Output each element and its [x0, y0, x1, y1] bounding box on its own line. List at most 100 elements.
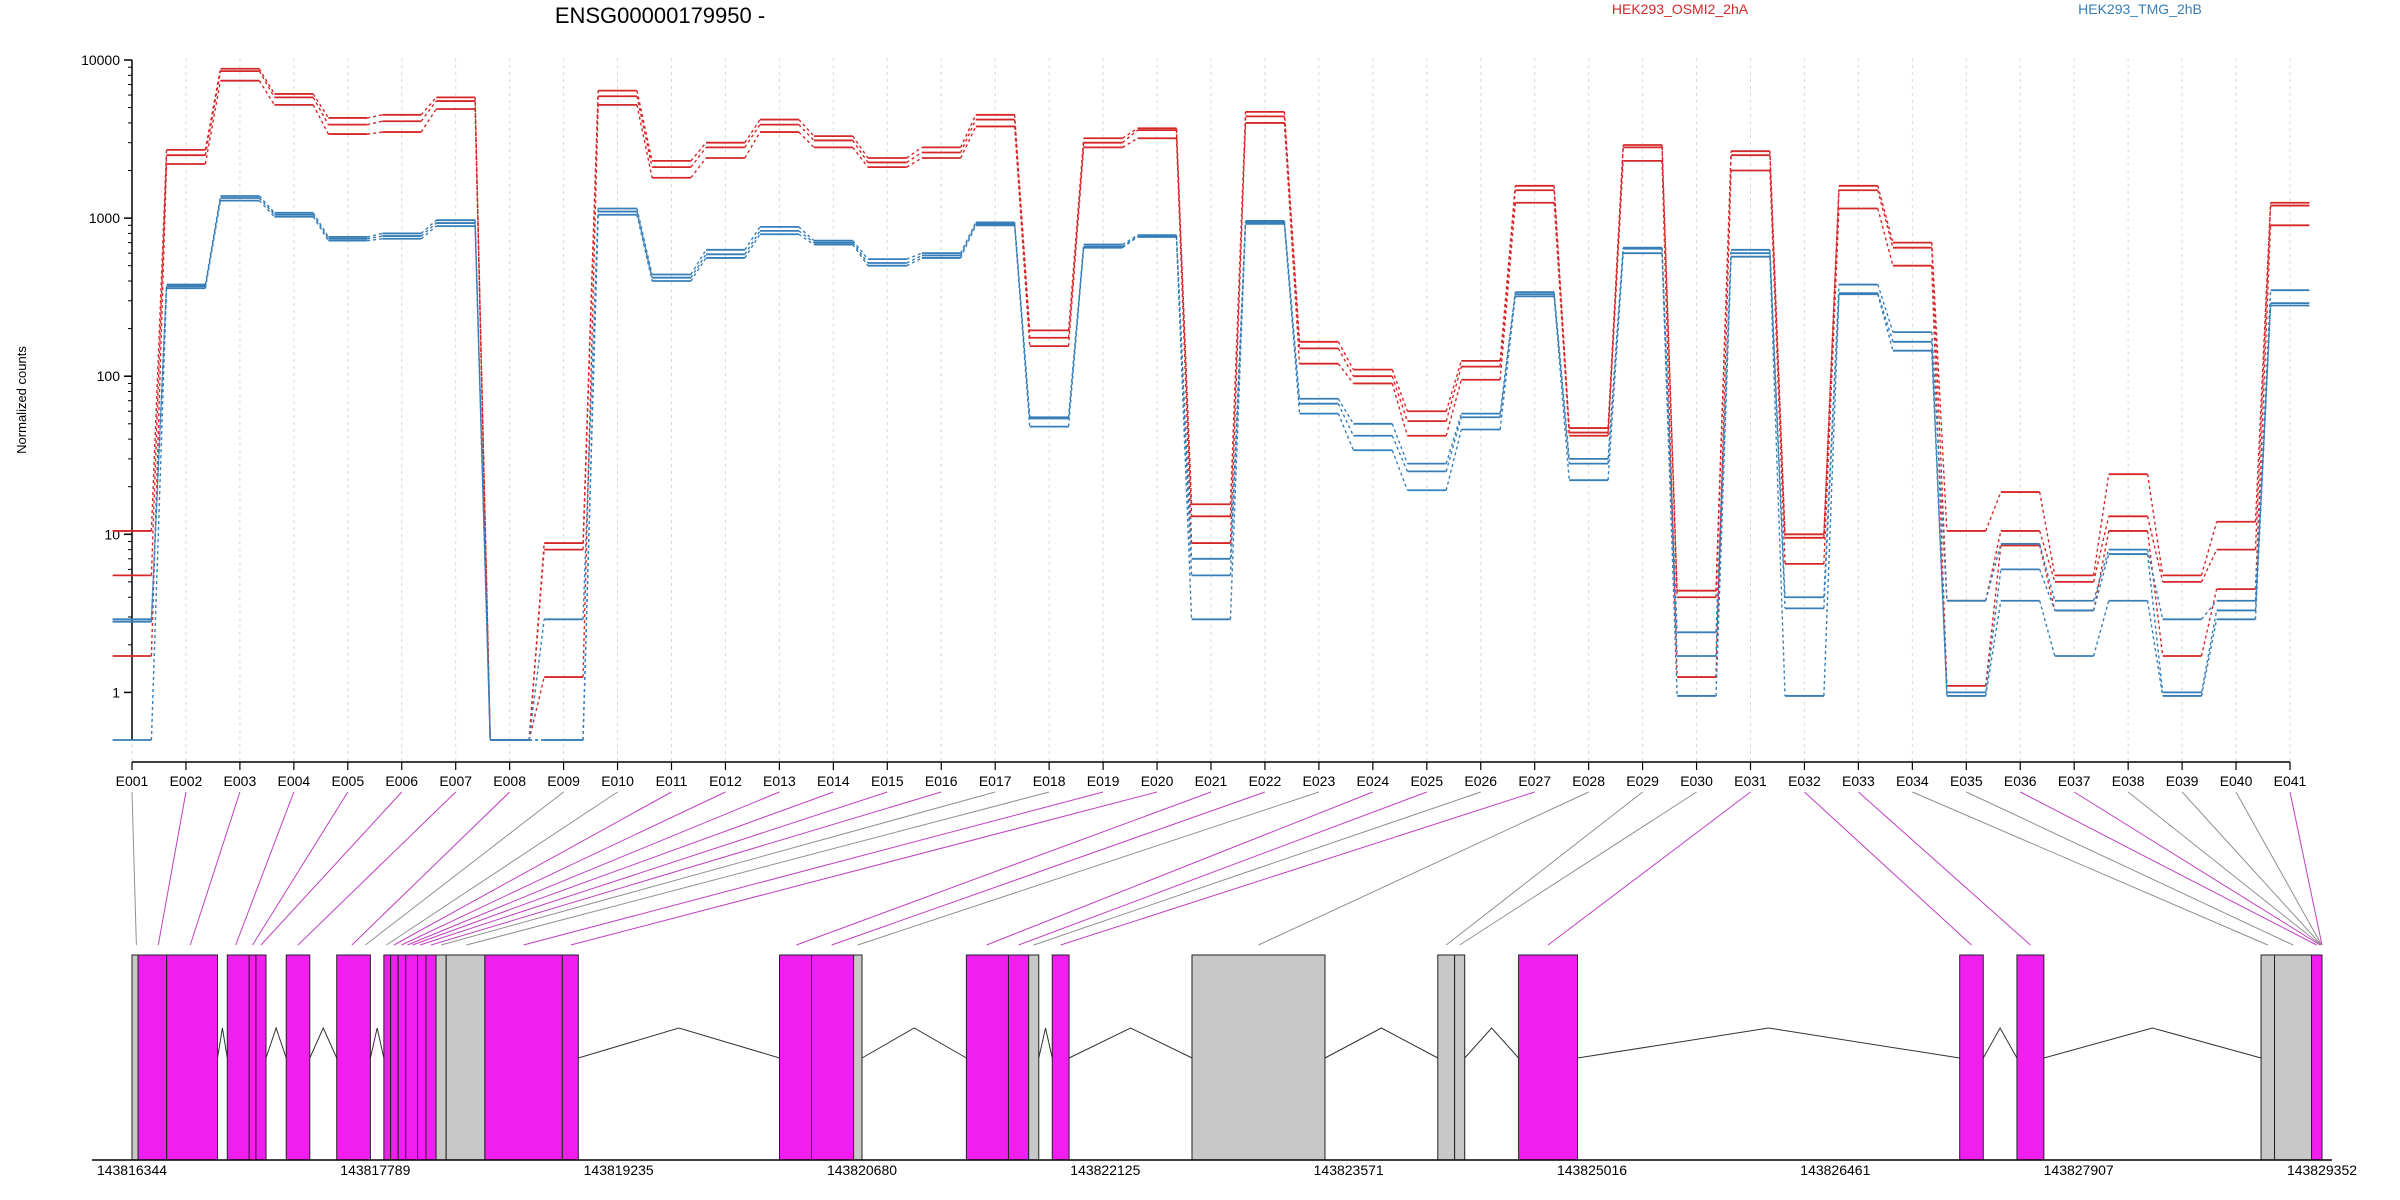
- data-connector: [420, 100, 437, 122]
- x-tick-label: E035: [1950, 773, 1983, 789]
- data-connector: [906, 254, 923, 264]
- intron-line: [1324, 1027, 1439, 1059]
- data-connector: [258, 68, 276, 95]
- data-connector: [474, 101, 491, 741]
- data-connector: [1391, 435, 1409, 472]
- genomic-tick-label: 143816344: [97, 1162, 167, 1178]
- data-connector: [636, 90, 653, 162]
- data-connector: [1391, 375, 1409, 422]
- exon-box-unused: [1437, 954, 1456, 1161]
- data-connector: [1985, 491, 2002, 532]
- data-connector: [1122, 235, 1139, 248]
- exon-connector-line: [189, 791, 241, 946]
- genomic-tick-label: 143823571: [1314, 1162, 1384, 1178]
- data-connector: [204, 71, 222, 156]
- data-connector: [852, 146, 869, 168]
- data-connector: [528, 549, 545, 741]
- data-connector: [1931, 265, 1948, 686]
- genomic-tick-label: 143822125: [1070, 1162, 1140, 1178]
- x-tick-label: E033: [1842, 773, 1875, 789]
- exon-box-unused: [1028, 954, 1040, 1161]
- exon-box: [561, 954, 579, 1161]
- data-connector: [1823, 190, 1840, 538]
- exon-box: [425, 954, 437, 1161]
- data-connector: [2254, 225, 2272, 590]
- x-tick-label: E026: [1464, 773, 1497, 789]
- intron-line: [2043, 1027, 2262, 1059]
- exon-connector-line: [2073, 791, 2321, 946]
- data-connector: [636, 214, 653, 282]
- exon-connector-line: [2289, 791, 2323, 946]
- data-connector: [1931, 341, 1948, 693]
- data-connector: [636, 208, 653, 275]
- data-connector: [2039, 530, 2056, 583]
- exon-connector-line: [1547, 791, 1751, 946]
- genomic-tick-label: 143825016: [1557, 1162, 1627, 1178]
- data-connector: [2200, 549, 2218, 583]
- data-connector: [798, 233, 815, 246]
- genomic-tick-label: 143826461: [1800, 1162, 1870, 1178]
- exon-box-unused: [445, 954, 486, 1161]
- data-connector: [1715, 253, 1732, 656]
- x-tick-label: E001: [116, 773, 149, 789]
- data-connector: [906, 252, 923, 260]
- data-connector: [420, 222, 437, 237]
- exon-connector-line: [986, 791, 1374, 946]
- data-connector: [2092, 553, 2110, 611]
- data-connector: [690, 142, 707, 162]
- exon-box-unused: [2274, 954, 2313, 1161]
- exon-connector-line: [2235, 791, 2323, 946]
- grid-lines: [131, 58, 2291, 762]
- data-connector: [582, 104, 599, 678]
- data-connector: [906, 157, 923, 168]
- x-tick-label: E018: [1033, 773, 1066, 789]
- data-connector: [1067, 246, 1085, 419]
- x-tick-label: E038: [2112, 773, 2145, 789]
- data-connector: [420, 96, 437, 116]
- data-connector: [636, 104, 653, 178]
- x-tick-label: E028: [1572, 773, 1605, 789]
- data-connector: [1931, 247, 1948, 601]
- data-connector: [1769, 151, 1786, 535]
- exon-box: [417, 954, 427, 1161]
- data-connector: [1337, 363, 1354, 384]
- data-connector: [1067, 142, 1085, 338]
- data-connector: [744, 119, 761, 144]
- intron-line: [309, 1026, 338, 1059]
- exon-connector-line: [407, 791, 780, 946]
- data-connector: [2146, 474, 2164, 576]
- exon-connector-line: [235, 791, 295, 946]
- data-connector: [367, 238, 383, 242]
- exon-connector-line: [365, 791, 564, 946]
- data-connector: [1769, 253, 1786, 609]
- exon-box-unused: [853, 954, 863, 1161]
- exon-box: [285, 954, 311, 1161]
- data-connector: [367, 131, 383, 135]
- exon-connector-line: [2127, 791, 2322, 946]
- data-connector: [258, 70, 276, 98]
- data-connector: [1877, 190, 1894, 248]
- exon-box: [405, 954, 419, 1161]
- data-connector: [1877, 294, 1894, 351]
- data-connector: [1607, 253, 1624, 481]
- data-connector: [2092, 600, 2110, 657]
- exon-box-unused: [435, 954, 447, 1161]
- exon-box: [336, 954, 371, 1161]
- data-connector: [1553, 202, 1570, 436]
- data-connector: [2146, 530, 2164, 657]
- data-connector: [798, 119, 815, 137]
- data-connector: [204, 197, 222, 287]
- data-connector: [1391, 369, 1409, 412]
- genomic-tick-label: 143829352: [2287, 1162, 2357, 1178]
- data-connector: [1229, 116, 1247, 517]
- data-connector: [1823, 293, 1840, 609]
- exon-connector-line: [1804, 791, 1972, 946]
- data-connector: [906, 257, 923, 267]
- x-tick-label: E007: [439, 773, 472, 789]
- exon-connector-line: [1966, 791, 2294, 946]
- exon-connector-line: [570, 791, 1158, 946]
- data-connector: [744, 226, 761, 251]
- data-connector: [2038, 600, 2056, 657]
- data-connector: [2254, 305, 2272, 620]
- x-tick-label: E039: [2166, 773, 2199, 789]
